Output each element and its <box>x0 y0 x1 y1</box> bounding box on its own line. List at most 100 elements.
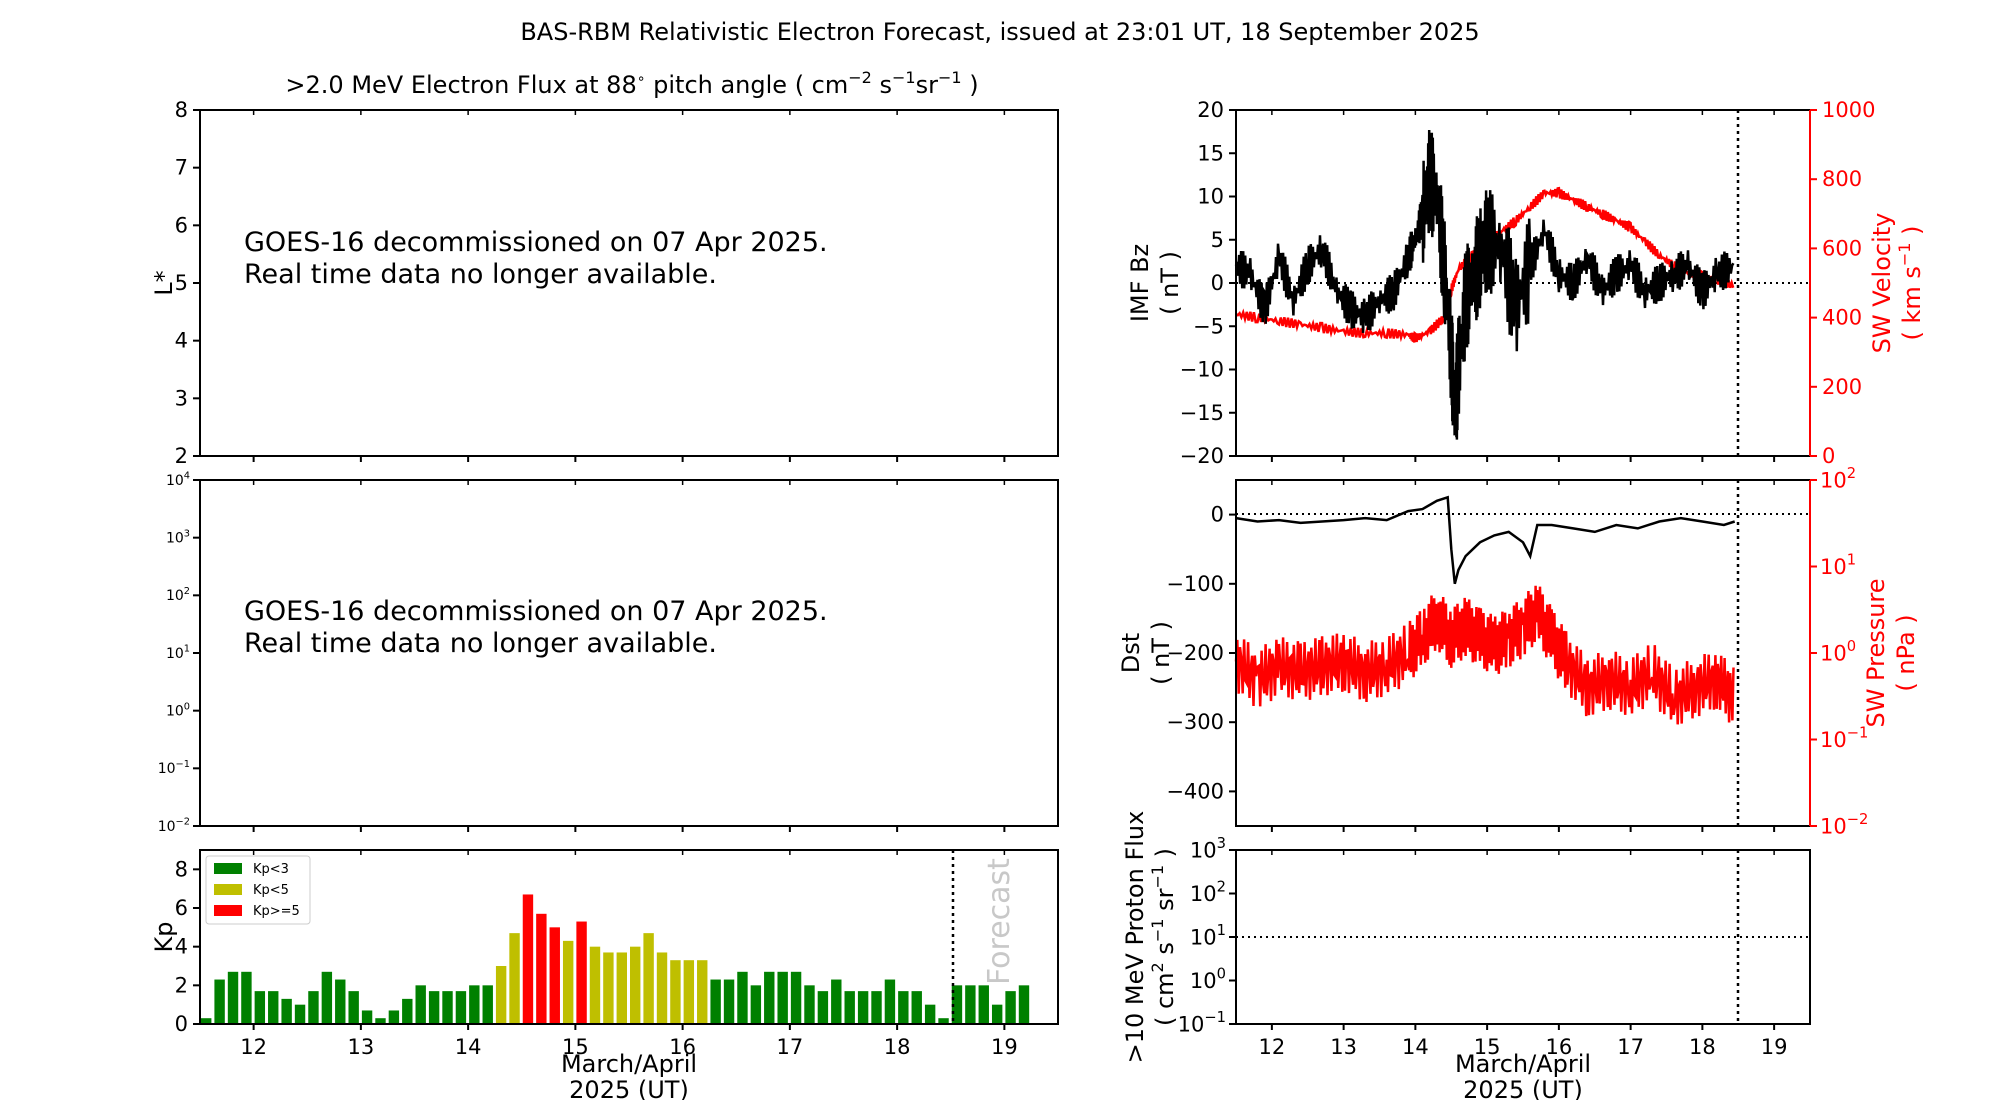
kp-bar <box>643 933 654 1024</box>
pressure-y-tick-label: 102 <box>1820 465 1856 492</box>
dst-y-tick-label: −300 <box>1166 710 1224 734</box>
proton-y-tick-label: 101 <box>1190 922 1226 949</box>
kp-bar <box>1018 985 1030 1024</box>
kp-bar <box>991 1004 1003 1024</box>
kp-bar <box>844 991 855 1024</box>
kp-bar <box>790 971 802 1024</box>
log-y-tick-base: 10 <box>166 704 184 720</box>
kp-legend-swatch-low <box>214 863 242 874</box>
imf-y-tick-label: 10 <box>1197 185 1224 209</box>
kp-legend-label-high: Kp>=5 <box>253 904 300 919</box>
log-y-tick-label: 102 <box>166 586 190 604</box>
kp-bar <box>388 1010 400 1024</box>
kp-legend-label-mid: Kp<5 <box>253 883 289 898</box>
log-y-tick-exp: −1 <box>176 759 190 770</box>
pressure-y-tick-base: 10 <box>1820 641 1847 665</box>
log-y-tick-base: 10 <box>158 819 176 835</box>
flux-y-tick-label: 8 <box>175 98 188 122</box>
proton-y-tick-base: 10 <box>1190 925 1217 949</box>
kp-bar <box>777 971 788 1024</box>
velocity-y-tick-label: 800 <box>1822 167 1862 191</box>
flux-x-ticks <box>252 110 1006 462</box>
kp-x-tick-label: 13 <box>348 1035 375 1059</box>
kp-bar <box>375 1018 386 1024</box>
log-y-tick-exp: 4 <box>184 471 190 482</box>
log-y-tick-label: 103 <box>166 528 190 546</box>
kp-bar <box>415 985 426 1024</box>
log-y-tick-base: 10 <box>158 761 176 777</box>
kp-x-tick-label: 17 <box>777 1035 804 1059</box>
kp-bar <box>361 1010 373 1024</box>
kp-bar <box>455 991 467 1024</box>
log-y-tick-label: 100 <box>166 701 190 719</box>
kp-x-tick-label: 16 <box>669 1035 696 1059</box>
kp-y-tick-label: 6 <box>175 896 188 920</box>
log-y-tick-base: 10 <box>166 473 184 489</box>
kp-bar <box>469 985 480 1024</box>
kp-legend: Kp<3 Kp<5 Kp>=5 <box>205 855 311 925</box>
pressure-y-tick-label: 10−1 <box>1820 724 1868 751</box>
kp-bar <box>348 991 359 1024</box>
pressure-y-tick-exp: 1 <box>1847 551 1856 568</box>
kp-bar <box>482 985 493 1024</box>
pressure-y-tick-base: 10 <box>1820 814 1847 838</box>
proton-y-tick-base: 10 <box>1178 1012 1205 1036</box>
proton-x-tick-label: 15 <box>1474 1035 1501 1059</box>
kp-bar <box>281 998 292 1024</box>
kp-bar <box>509 933 520 1024</box>
imf-y-tick-label: −15 <box>1180 401 1224 425</box>
kp-bar <box>924 1004 936 1024</box>
proton-y-tick-base: 10 <box>1190 969 1217 993</box>
imf-y-tick-label: 5 <box>1211 228 1224 252</box>
pressure-y-tick-exp: 2 <box>1847 465 1856 482</box>
kp-bar <box>616 952 627 1024</box>
kp-bar <box>938 1018 949 1024</box>
kp-bar <box>723 979 735 1024</box>
proton-y-tick-base: 10 <box>1190 882 1217 906</box>
kp-xlabel-line2: 2025 (UT) <box>569 1076 689 1100</box>
flux-panel-title: >2.0 MeV Electron Flux at 88∘ pitch angl… <box>285 68 978 99</box>
kp-bar <box>442 991 453 1024</box>
log-y-tick-base: 10 <box>166 646 184 662</box>
kp-legend-swatch-high <box>214 905 242 916</box>
proton-y-tick-exp: 1 <box>1217 922 1226 939</box>
flux-message-line1: GOES-16 decommissioned on 07 Apr 2025. <box>244 227 828 258</box>
proton-x-tick-label: 12 <box>1259 1035 1286 1059</box>
pressure-y-tick-label: 100 <box>1820 638 1856 665</box>
kp-bar <box>268 991 279 1024</box>
proton-y-tick-label: 103 <box>1190 835 1226 862</box>
pressure-y-tick-exp: 0 <box>1847 638 1856 655</box>
dst-y-tick-label: −400 <box>1166 779 1224 803</box>
proton-x-tick-label: 13 <box>1330 1035 1357 1059</box>
flux-ylabel: L* <box>150 270 178 295</box>
log-y-tick-exp: 2 <box>184 586 190 597</box>
kp-x-tick-label: 15 <box>562 1035 589 1059</box>
dst-y-tick-label: −100 <box>1166 572 1224 596</box>
kp-bar <box>562 940 574 1024</box>
proton-y-tick-label: 100 <box>1190 965 1226 992</box>
pressure-y-tick-base: 10 <box>1820 468 1847 492</box>
kp-bar <box>603 952 614 1024</box>
log-y-tick-label: 104 <box>166 471 190 489</box>
kp-bar <box>495 966 507 1024</box>
flux-message-line2: Real time data no longer available. <box>244 259 717 290</box>
kp-bar <box>697 960 708 1024</box>
kp-bar <box>898 991 909 1024</box>
proton-x-tick-label: 17 <box>1617 1035 1644 1059</box>
velocity-y-tick-label: 200 <box>1822 375 1862 399</box>
pressure-y-tick-label: 10−2 <box>1820 811 1868 838</box>
dst-y-ticks: 0 −100 −200 −300 −400 <box>1166 503 1236 803</box>
pressure-y-tick-exp: −2 <box>1847 811 1869 828</box>
kp-bar <box>750 985 762 1024</box>
log-message-line1: GOES-16 decommissioned on 07 Apr 2025. <box>244 596 828 627</box>
proton-y-tick-exp: 0 <box>1217 965 1226 982</box>
kp-y-tick-label: 0 <box>175 1012 188 1036</box>
proton-y-tick-exp: 3 <box>1217 835 1226 852</box>
proton-xlabel-line1: March/April <box>1455 1050 1591 1078</box>
velocity-y-tick-label: 400 <box>1822 306 1862 330</box>
flux-y-tick-label: 6 <box>175 213 188 237</box>
